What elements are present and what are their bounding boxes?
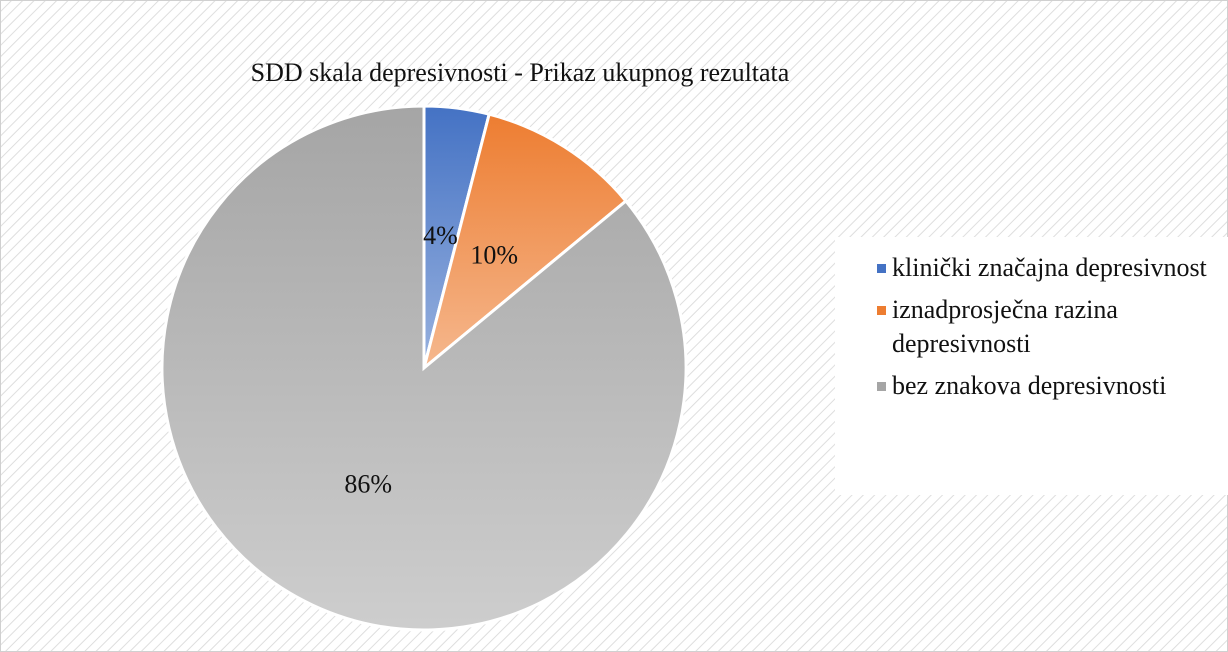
legend-item: bez znakova depresivnosti	[877, 369, 1228, 403]
legend-label: klinički značajna depresivnost	[892, 253, 1207, 282]
legend-item: iznadprosječna razina depresivnosti	[877, 293, 1228, 361]
legend-label: iznadprosječna razina depresivnosti	[892, 295, 1118, 358]
chart-title: SDD skala depresivnosti - Prikaz ukupnog…	[251, 58, 790, 87]
legend-swatch	[877, 264, 886, 273]
legend-swatch	[877, 382, 886, 391]
legend-item: klinički značajna depresivnost	[877, 251, 1228, 285]
data-label: 86%	[344, 470, 392, 499]
data-label: 4%	[423, 221, 458, 250]
pie-slice	[160, 104, 688, 632]
legend: klinički značajna depresivnost iznadprosj…	[835, 237, 1228, 495]
legend-label: bez znakova depresivnosti	[892, 371, 1167, 400]
pie-slice	[421, 112, 628, 373]
data-label: 10%	[470, 240, 518, 269]
legend-swatch	[877, 306, 886, 315]
